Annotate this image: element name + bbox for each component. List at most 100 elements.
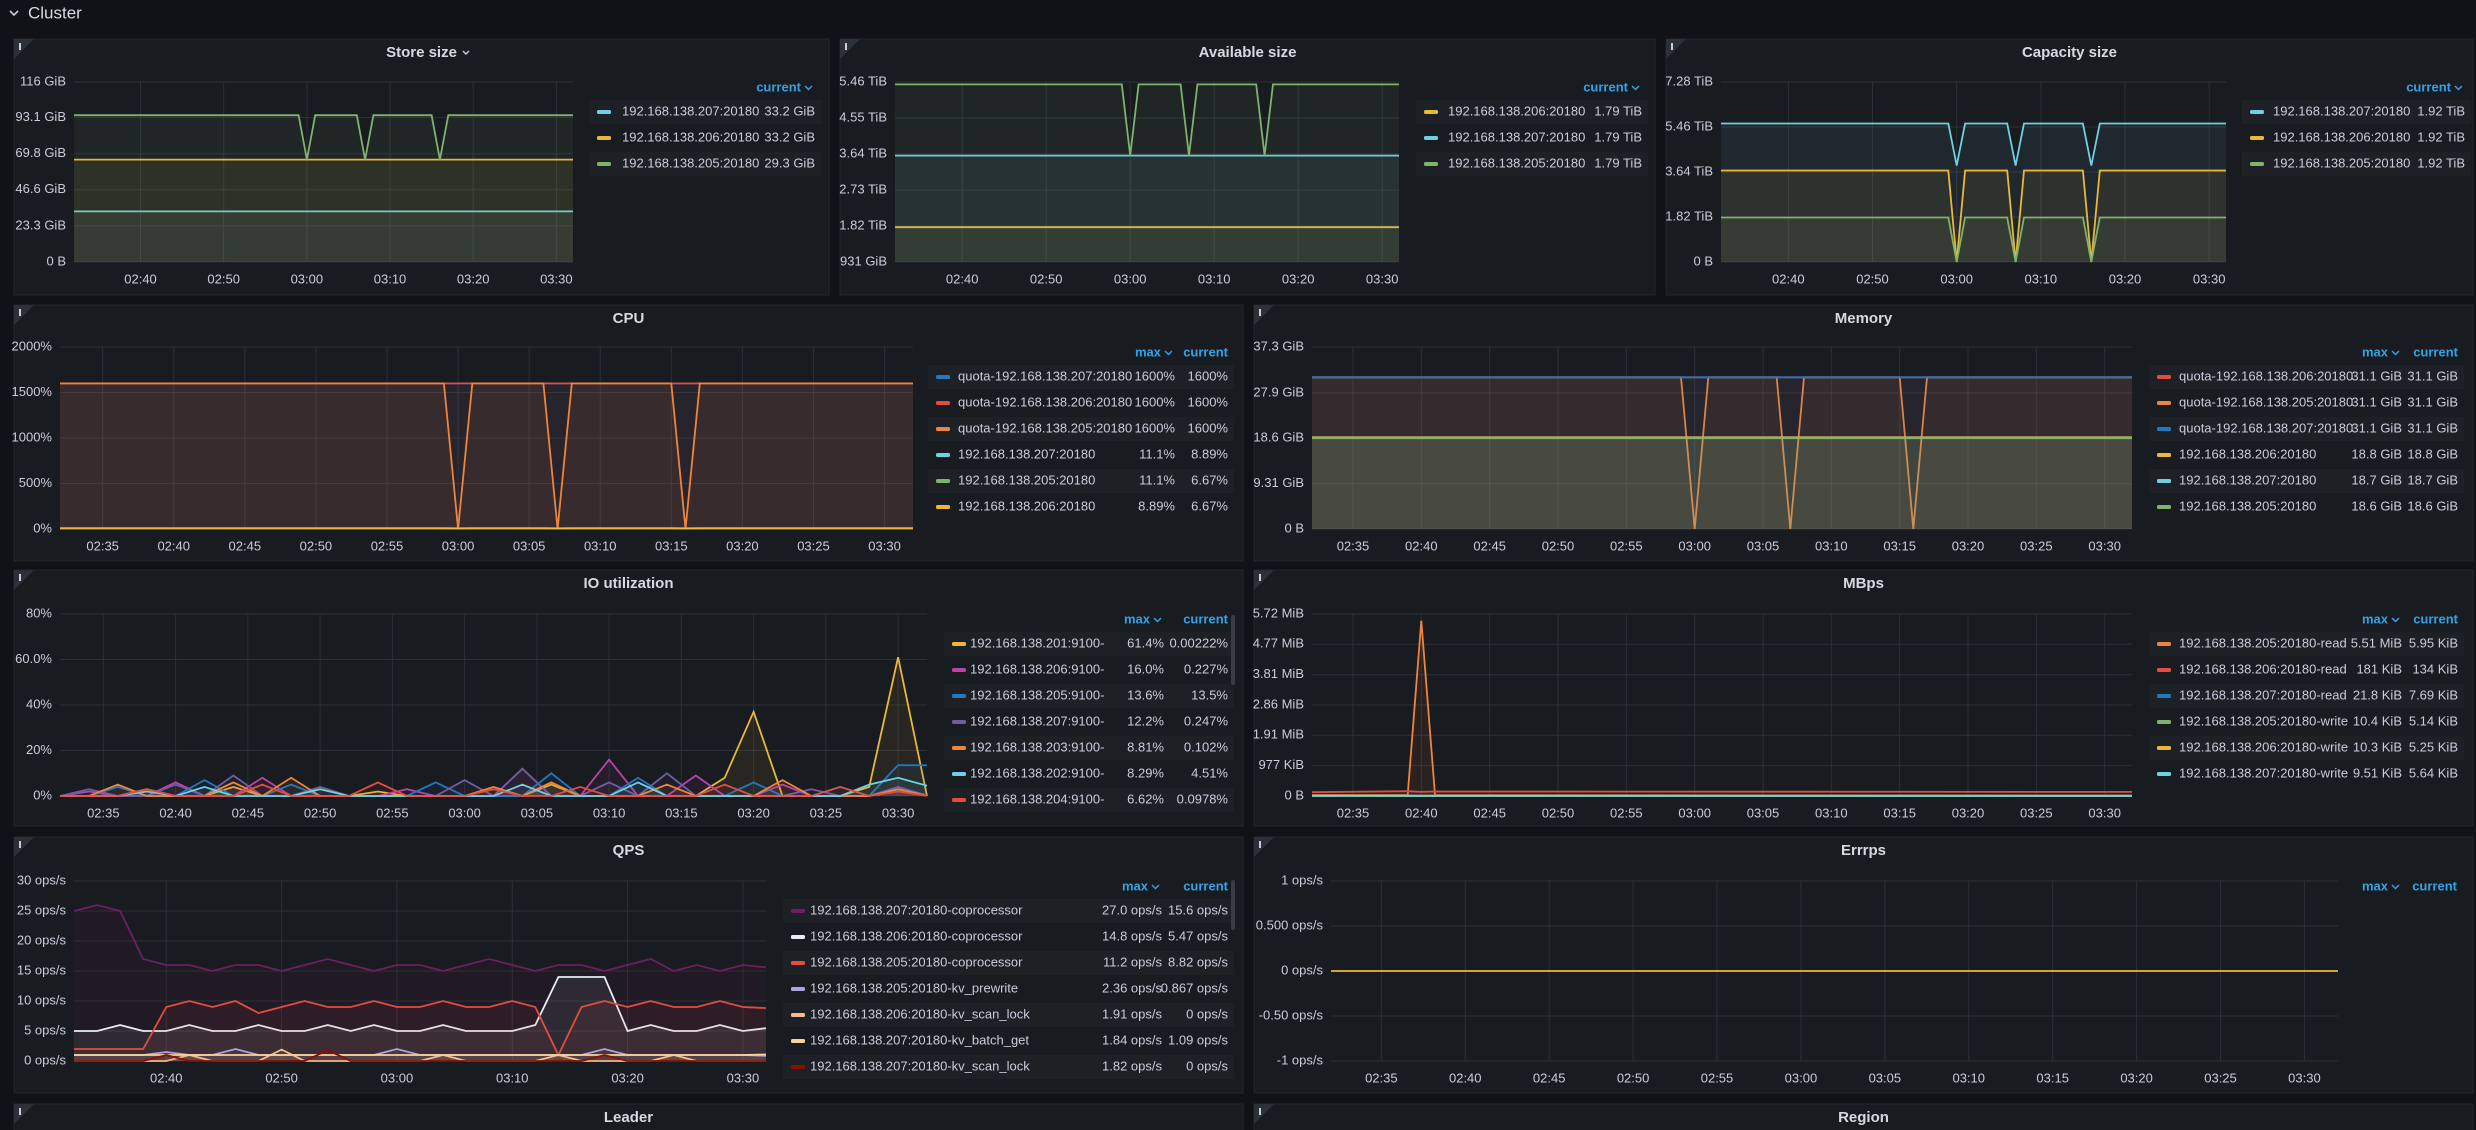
x-tick-label: 03:25	[797, 538, 830, 553]
y-tick-label: 1.91 MiB	[1253, 727, 1304, 742]
x-tick-label: 03:20	[1282, 271, 1315, 286]
x-tick-label: 03:30	[727, 1070, 760, 1085]
panel-title: MBps	[1843, 575, 1884, 592]
legend-current: 0 ops/s	[1186, 1006, 1228, 1021]
series-area	[1312, 438, 2132, 529]
legend-swatch	[952, 668, 966, 672]
legend-name: 192.168.138.206:20180	[958, 498, 1095, 513]
x-tick-label: 03:30	[2193, 271, 2226, 286]
legend-name: 192.168.138.205:20180	[958, 472, 1095, 487]
y-tick-label: 2.86 MiB	[1253, 696, 1304, 711]
legend-name: 192.168.138.206:20180-kv_scan_lock	[810, 1006, 1030, 1021]
legend-max: 1600%	[1135, 368, 1176, 383]
legend-swatch	[791, 909, 805, 913]
y-tick-label: 5.46 TiB	[839, 73, 887, 88]
legend-current: 18.7 GiB	[2407, 472, 2458, 487]
x-tick-label: 03:00	[448, 805, 481, 820]
x-tick-label: 03:30	[868, 538, 901, 553]
series-area	[60, 765, 927, 796]
y-tick-label: 0 B	[1693, 253, 1713, 268]
legend-swatch	[2157, 772, 2171, 776]
legend-current: 5.95 KiB	[2409, 635, 2458, 650]
legend-max: 18.7 GiB	[2351, 472, 2402, 487]
y-tick-label: -1 ops/s	[1277, 1052, 1324, 1067]
legend-name: 192.168.138.207:20180	[2273, 103, 2410, 118]
series-area	[74, 211, 573, 262]
info-icon	[19, 43, 21, 50]
y-tick-label: 0.500 ops/s	[1256, 917, 1324, 932]
legend-swatch	[952, 694, 966, 698]
x-tick-label: 02:40	[1405, 805, 1438, 820]
row-title[interactable]: Cluster	[28, 3, 82, 22]
legend-swatch	[1424, 136, 1438, 140]
legend-name: 192.168.138.205:20180	[622, 155, 759, 170]
row-chevron[interactable]	[9, 10, 19, 17]
legend-max: 10.4 KiB	[2353, 713, 2402, 728]
x-tick-label: 03:15	[2036, 1070, 2069, 1085]
sort-chevron	[1164, 350, 1173, 356]
x-tick-label: 02:35	[87, 805, 120, 820]
series-area	[74, 115, 573, 262]
sort-chevron	[1151, 884, 1160, 890]
x-tick-label: 02:50	[207, 271, 240, 286]
legend-current: 13.5%	[1191, 687, 1228, 702]
legend-name: 192.168.138.206:20180-read	[2179, 661, 2347, 676]
x-tick-label: 02:50	[304, 805, 337, 820]
legend-name: 192.168.138.206:20180	[2179, 446, 2316, 461]
x-tick-label: 02:50	[1030, 271, 1063, 286]
legend-name: 192.168.138.207:20180-kv_scan_lock	[810, 1058, 1030, 1073]
series-area	[895, 227, 1399, 262]
legend-row	[589, 100, 821, 124]
x-tick-label: 03:25	[2020, 538, 2053, 553]
x-tick-label: 02:50	[1542, 805, 1575, 820]
legend-swatch	[791, 987, 805, 991]
series-area	[1312, 437, 2132, 529]
legend-current: 33.2 GiB	[764, 129, 815, 144]
series-line	[1311, 790, 2133, 794]
legend-max: 18.8 GiB	[2351, 446, 2402, 461]
legend-current: 0.00222%	[1169, 635, 1228, 650]
legend-column-header: current	[1183, 344, 1228, 359]
legend-max: 11.1%	[1139, 472, 1175, 487]
legend-column-header: current	[1183, 611, 1228, 626]
legend-current: 1.92 TiB	[2417, 103, 2465, 118]
series-area	[1312, 377, 2132, 529]
y-tick-label: 69.8 GiB	[15, 145, 66, 160]
legend-row	[2149, 417, 2464, 441]
legend-current: 31.1 GiB	[2407, 394, 2458, 409]
legend-current: 4.51%	[1191, 765, 1228, 780]
legend-current: 5.14 KiB	[2409, 713, 2458, 728]
x-tick-label: 02:40	[124, 271, 157, 286]
legend-swatch	[2157, 642, 2171, 646]
x-tick-label: 02:40	[157, 538, 190, 553]
legend-column-header: current	[2413, 344, 2458, 359]
x-tick-label: 02:55	[371, 538, 404, 553]
legend-row	[2149, 736, 2464, 760]
x-tick-label: 02:55	[1701, 1070, 1734, 1085]
x-tick-label: 03:25	[2020, 805, 2053, 820]
legend-max: 31.1 GiB	[2351, 368, 2402, 383]
y-tick-label: 0 B	[1284, 787, 1304, 802]
x-tick-label: 03:20	[1952, 538, 1985, 553]
legend-current: 29.3 GiB	[764, 155, 815, 170]
series-area	[74, 905, 766, 1061]
y-tick-label: 3.64 TiB	[839, 145, 887, 160]
legend-max: 1.84 ops/s	[1102, 1032, 1162, 1047]
legend-current: 0 ops/s	[1186, 1058, 1228, 1073]
legend-swatch	[952, 720, 966, 724]
x-tick-label: 02:50	[1542, 538, 1575, 553]
title-chevron	[462, 50, 470, 55]
legend-row	[1416, 100, 1648, 124]
legend-current: 1.79 TiB	[1594, 129, 1642, 144]
legend-current: 0.867 ops/s	[1161, 980, 1229, 995]
legend-name: quota-192.168.138.206:20180	[2179, 368, 2353, 383]
y-tick-label: 7.28 TiB	[1665, 73, 1713, 88]
legend-column-header: current	[1183, 878, 1228, 893]
x-tick-label: 03:30	[2088, 805, 2121, 820]
legend-name: 192.168.138.207:20180	[958, 446, 1095, 461]
legend-row	[944, 736, 1234, 760]
x-tick-label: 03:05	[1747, 805, 1780, 820]
legend-swatch	[952, 772, 966, 776]
series-line	[1721, 216, 2226, 263]
